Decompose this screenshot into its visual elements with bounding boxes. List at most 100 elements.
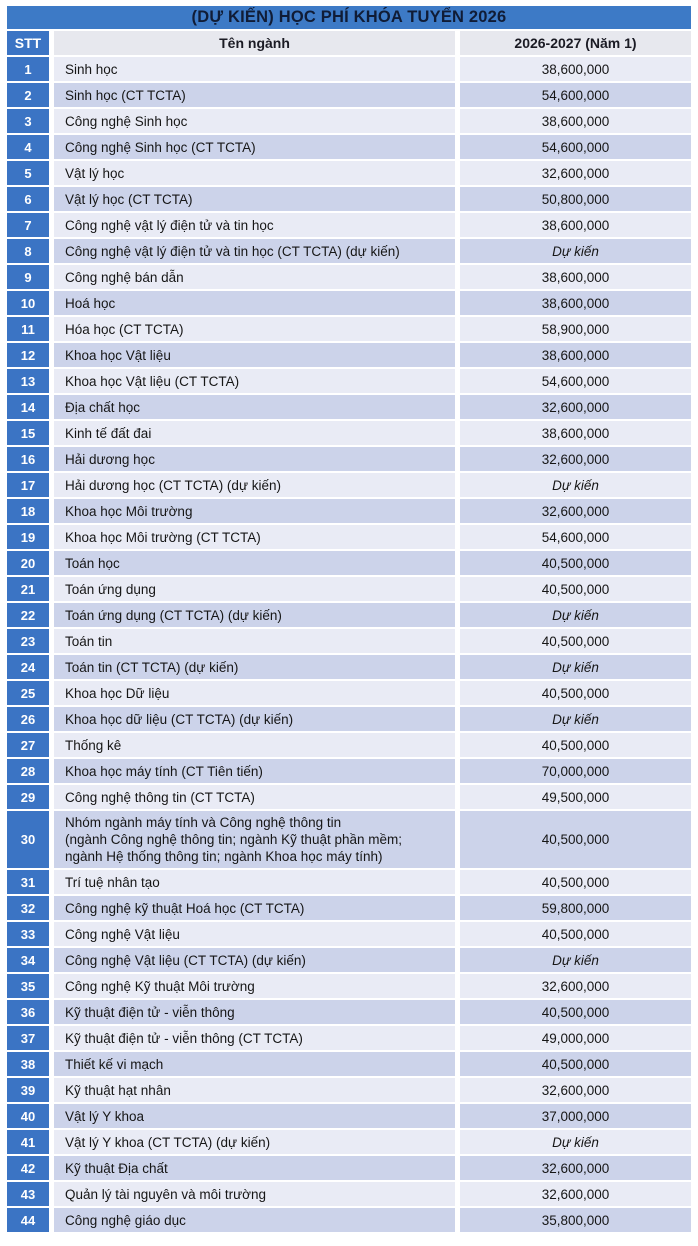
major-name-cell: Hải dương học (CT TCTA) (dự kiến) (54, 473, 455, 497)
tuition-value-cell: 54,600,000 (460, 369, 691, 393)
tuition-value-cell: 40,500,000 (460, 922, 691, 946)
tuition-value-cell: 40,500,000 (460, 1052, 691, 1076)
major-name-cell: Công nghệ Sinh học (CT TCTA) (54, 135, 455, 159)
row-index-cell: 44 (7, 1208, 49, 1232)
row-index-cell: 7 (7, 213, 49, 237)
row-index-cell: 8 (7, 239, 49, 263)
major-name-cell: Công nghệ kỹ thuật Hoá học (CT TCTA) (54, 896, 455, 920)
row-index-cell: 10 (7, 291, 49, 315)
major-name-cell: Sinh học (CT TCTA) (54, 83, 455, 107)
row-index-cell: 1 (7, 57, 49, 81)
major-name-cell: Kinh tế đất đai (54, 421, 455, 445)
row-index-cell: 32 (7, 896, 49, 920)
tuition-value-cell: 54,600,000 (460, 135, 691, 159)
major-name-cell: Công nghệ Sinh học (54, 109, 455, 133)
table-title-bar: (DỰ KIẾN) HỌC PHÍ KHÓA TUYỂN 2026 (7, 6, 691, 29)
major-name-cell: Kỹ thuật điện tử - viễn thông (54, 1000, 455, 1024)
major-name-cell: Khoa học Môi trường (CT TCTA) (54, 525, 455, 549)
table-title: (DỰ KIẾN) HỌC PHÍ KHÓA TUYỂN 2026 (191, 8, 507, 26)
tuition-value-cell: 40,500,000 (460, 733, 691, 757)
row-index-cell: 14 (7, 395, 49, 419)
row-index-cell: 37 (7, 1026, 49, 1050)
tuition-value-cell: Dự kiến (460, 655, 691, 679)
major-name-cell: Hoá học (54, 291, 455, 315)
tuition-value-cell: Dự kiến (460, 707, 691, 731)
tuition-value-cell: 40,500,000 (460, 681, 691, 705)
major-name-cell: Vật lý học (54, 161, 455, 185)
major-name-cell: Công nghệ thông tin (CT TCTA) (54, 785, 455, 809)
row-index-cell: 36 (7, 1000, 49, 1024)
major-name-cell: Toán học (54, 551, 455, 575)
tuition-value-cell: Dự kiến (460, 1130, 691, 1154)
major-name-cell: Thống kê (54, 733, 455, 757)
row-index-cell: 42 (7, 1156, 49, 1180)
major-name-cell: Khoa học dữ liệu (CT TCTA) (dự kiến) (54, 707, 455, 731)
tuition-value-cell: 38,600,000 (460, 291, 691, 315)
row-index-cell: 17 (7, 473, 49, 497)
major-name-cell: Khoa học Vật liệu (54, 343, 455, 367)
tuition-value-cell: 40,500,000 (460, 551, 691, 575)
major-name-cell: Vật lý học (CT TCTA) (54, 187, 455, 211)
major-name-cell: Khoa học máy tính (CT Tiên tiến) (54, 759, 455, 783)
col-header-major-name: Tên ngành (54, 31, 455, 55)
row-index-cell: 11 (7, 317, 49, 341)
tuition-value-cell: 38,600,000 (460, 265, 691, 289)
tuition-value-cell: Dự kiến (460, 603, 691, 627)
row-index-cell: 34 (7, 948, 49, 972)
tuition-value-cell: 32,600,000 (460, 1156, 691, 1180)
tuition-value-cell: 54,600,000 (460, 525, 691, 549)
tuition-value-cell: 40,500,000 (460, 811, 691, 868)
major-name-cell: Sinh học (54, 57, 455, 81)
tuition-value-cell: Dự kiến (460, 948, 691, 972)
major-name-cell: Khoa học Dữ liệu (54, 681, 455, 705)
row-index-cell: 18 (7, 499, 49, 523)
tuition-value-cell: 32,600,000 (460, 1182, 691, 1206)
major-name-cell: Địa chất học (54, 395, 455, 419)
row-index-cell: 31 (7, 870, 49, 894)
major-name-cell: Vật lý Y khoa (CT TCTA) (dự kiến) (54, 1130, 455, 1154)
tuition-grid: STT Tên ngành 2026-2027 (Năm 1) 1 Sinh h… (7, 31, 691, 1232)
tuition-value-cell: 40,500,000 (460, 1000, 691, 1024)
tuition-value-cell: 38,600,000 (460, 109, 691, 133)
tuition-value-cell: Dự kiến (460, 239, 691, 263)
row-index-cell: 39 (7, 1078, 49, 1102)
major-name-cell: Công nghệ vật lý điện tử và tin học (54, 213, 455, 237)
major-name-cell: Công nghệ Vật liệu (54, 922, 455, 946)
tuition-value-cell: 38,600,000 (460, 213, 691, 237)
major-name-cell: Khoa học Môi trường (54, 499, 455, 523)
tuition-value-cell: 32,600,000 (460, 161, 691, 185)
tuition-value-cell: 32,600,000 (460, 1078, 691, 1102)
row-index-cell: 24 (7, 655, 49, 679)
tuition-value-cell: 40,500,000 (460, 577, 691, 601)
row-index-cell: 29 (7, 785, 49, 809)
major-name-cell: Quản lý tài nguyên và môi trường (54, 1182, 455, 1206)
major-name-cell: Kỹ thuật điện tử - viễn thông (CT TCTA) (54, 1026, 455, 1050)
tuition-value-cell: 35,800,000 (460, 1208, 691, 1232)
tuition-value-cell: 58,900,000 (460, 317, 691, 341)
major-name-cell: Toán tin (54, 629, 455, 653)
tuition-value-cell: 38,600,000 (460, 343, 691, 367)
tuition-value-cell: 38,600,000 (460, 421, 691, 445)
row-index-cell: 16 (7, 447, 49, 471)
major-name-cell: Thiết kế vi mạch (54, 1052, 455, 1076)
major-name-cell: Toán ứng dụng (CT TCTA) (dự kiến) (54, 603, 455, 627)
major-name-cell: Công nghệ vật lý điện tử và tin học (CT … (54, 239, 455, 263)
row-index-cell: 20 (7, 551, 49, 575)
row-index-cell: 30 (7, 811, 49, 868)
tuition-value-cell: 49,500,000 (460, 785, 691, 809)
tuition-value-cell: Dự kiến (460, 473, 691, 497)
tuition-value-cell: 32,600,000 (460, 499, 691, 523)
row-index-cell: 27 (7, 733, 49, 757)
tuition-value-cell: 38,600,000 (460, 57, 691, 81)
row-index-cell: 21 (7, 577, 49, 601)
major-name-cell: Công nghệ giáo dục (54, 1208, 455, 1232)
tuition-value-cell: 50,800,000 (460, 187, 691, 211)
tuition-value-cell: 54,600,000 (460, 83, 691, 107)
row-index-cell: 2 (7, 83, 49, 107)
major-name-cell: Hải dương học (54, 447, 455, 471)
tuition-value-cell: 40,500,000 (460, 870, 691, 894)
row-index-cell: 15 (7, 421, 49, 445)
row-index-cell: 25 (7, 681, 49, 705)
row-index-cell: 3 (7, 109, 49, 133)
